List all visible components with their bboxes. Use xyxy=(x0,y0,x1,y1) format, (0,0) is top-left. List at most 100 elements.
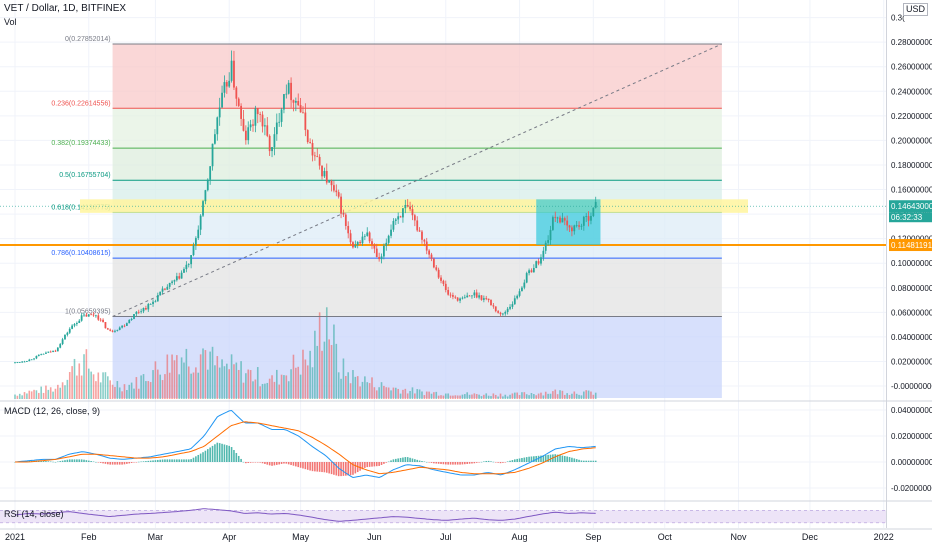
candle-body xyxy=(547,240,550,243)
volume-bar xyxy=(135,377,138,399)
macd-histogram-bar xyxy=(423,461,426,463)
volume-bar xyxy=(202,348,204,399)
candle-body xyxy=(575,225,578,227)
volume-bar xyxy=(271,375,273,399)
volume-bar xyxy=(530,393,533,399)
macd-histogram-bar xyxy=(516,458,518,462)
volume-bar xyxy=(544,391,547,399)
macd-histogram-bar xyxy=(228,445,230,462)
macd-histogram-bar xyxy=(49,461,52,463)
macd-histogram-bar xyxy=(321,462,323,473)
macd-histogram-bar xyxy=(299,462,302,468)
macd-histogram-bar xyxy=(485,460,488,462)
macd-histogram-bar xyxy=(559,455,561,462)
volume-bar xyxy=(559,390,561,399)
macd-histogram-bar xyxy=(361,462,364,470)
candle-body xyxy=(83,314,85,316)
volume-bar xyxy=(159,374,161,399)
candle-body xyxy=(254,108,257,126)
volume-bar xyxy=(26,393,28,399)
candle-body xyxy=(544,242,547,251)
volume-bar xyxy=(575,393,578,399)
candle-body xyxy=(580,225,583,227)
volume-bar xyxy=(292,354,295,399)
macd-histogram-bar xyxy=(373,462,376,467)
symbol-title[interactable]: VET / Dollar, 1D, BITFINEX xyxy=(4,3,127,14)
macd-histogram-bar xyxy=(185,459,188,462)
candle-body xyxy=(399,216,402,218)
candle-body xyxy=(532,267,535,273)
macd-histogram-bar xyxy=(416,459,419,462)
volume-bar xyxy=(49,387,52,399)
volume-bar xyxy=(316,345,319,399)
volume-bar xyxy=(318,312,321,399)
volume-bar xyxy=(309,350,311,399)
macd-histogram-bar xyxy=(211,445,214,462)
currency-badge[interactable]: USD xyxy=(903,3,929,16)
candle-body xyxy=(95,315,97,317)
macd-histogram-bar xyxy=(478,462,480,463)
macd-histogram-bar xyxy=(28,460,31,462)
candle-body xyxy=(318,156,321,166)
volume-bar xyxy=(533,394,535,399)
time-tick-label: Jul xyxy=(440,532,452,542)
candle-body xyxy=(173,280,176,282)
countdown-label-bg xyxy=(889,212,932,223)
candle-body xyxy=(582,216,585,226)
volume-bar xyxy=(23,392,26,399)
candle-body xyxy=(56,347,59,352)
candle-body xyxy=(218,107,221,118)
candle-body xyxy=(585,216,588,217)
candle-body xyxy=(359,241,361,244)
macd-label[interactable]: MACD (12, 26, close, 9) xyxy=(4,406,101,416)
rsi-pane xyxy=(0,508,886,524)
candle-body xyxy=(411,209,414,216)
price-tick-label: 0.06000000 xyxy=(891,308,932,317)
candle-body xyxy=(104,322,107,329)
volume-bar xyxy=(547,393,549,399)
volume-bar xyxy=(233,364,235,399)
candle-body xyxy=(506,308,509,312)
candle-body xyxy=(99,319,102,321)
candle-body xyxy=(292,100,295,103)
macd-histogram-bar xyxy=(523,457,526,462)
fib-level-label: 0.236(0.22614556) xyxy=(51,100,110,107)
candle-body xyxy=(190,255,193,265)
macd-tick-label: 0.02000000 xyxy=(891,432,932,441)
volume-bar xyxy=(145,381,147,399)
macd-histogram-bar xyxy=(216,442,219,462)
macd-histogram-bar xyxy=(242,461,245,463)
last-price-label-bg xyxy=(889,200,932,213)
candle-body xyxy=(494,306,497,312)
price-tick-label: 0.22000000 xyxy=(891,112,932,121)
candle-body xyxy=(349,233,352,243)
macd-histogram-bar xyxy=(264,462,266,464)
macd-histogram-bar xyxy=(563,456,566,462)
macd-histogram-bar xyxy=(42,460,45,462)
volume-bar xyxy=(525,394,528,399)
volume-bar xyxy=(390,390,392,399)
volume-bar xyxy=(264,383,266,399)
rsi-label[interactable]: RSI (14, close) xyxy=(4,509,64,519)
volume-bar xyxy=(433,392,435,399)
macd-histogram-bar xyxy=(594,460,597,462)
macd-histogram-bar xyxy=(83,459,85,462)
volume-bar xyxy=(130,382,133,399)
macd-histogram-bar xyxy=(342,462,345,476)
volume-bar xyxy=(568,394,571,399)
volume-bar xyxy=(102,372,104,399)
candle-body xyxy=(418,230,421,232)
volume-label[interactable]: Vol xyxy=(4,17,17,27)
candle-body xyxy=(435,267,438,270)
candle-body xyxy=(456,297,459,301)
macd-histogram-bar xyxy=(428,462,430,463)
macd-histogram-bar xyxy=(126,462,128,464)
macd-histogram-bar xyxy=(575,459,578,462)
macd-histogram-bar xyxy=(590,460,592,462)
macd-histogram-bar xyxy=(483,461,485,462)
volume-bar xyxy=(328,339,330,399)
axes: 2021 Feb Mar Apr May Jun Jul Aug Sep Oct Nov Dec 202… xyxy=(0,0,932,542)
candle-body xyxy=(135,311,138,315)
volume-bar xyxy=(475,394,478,399)
